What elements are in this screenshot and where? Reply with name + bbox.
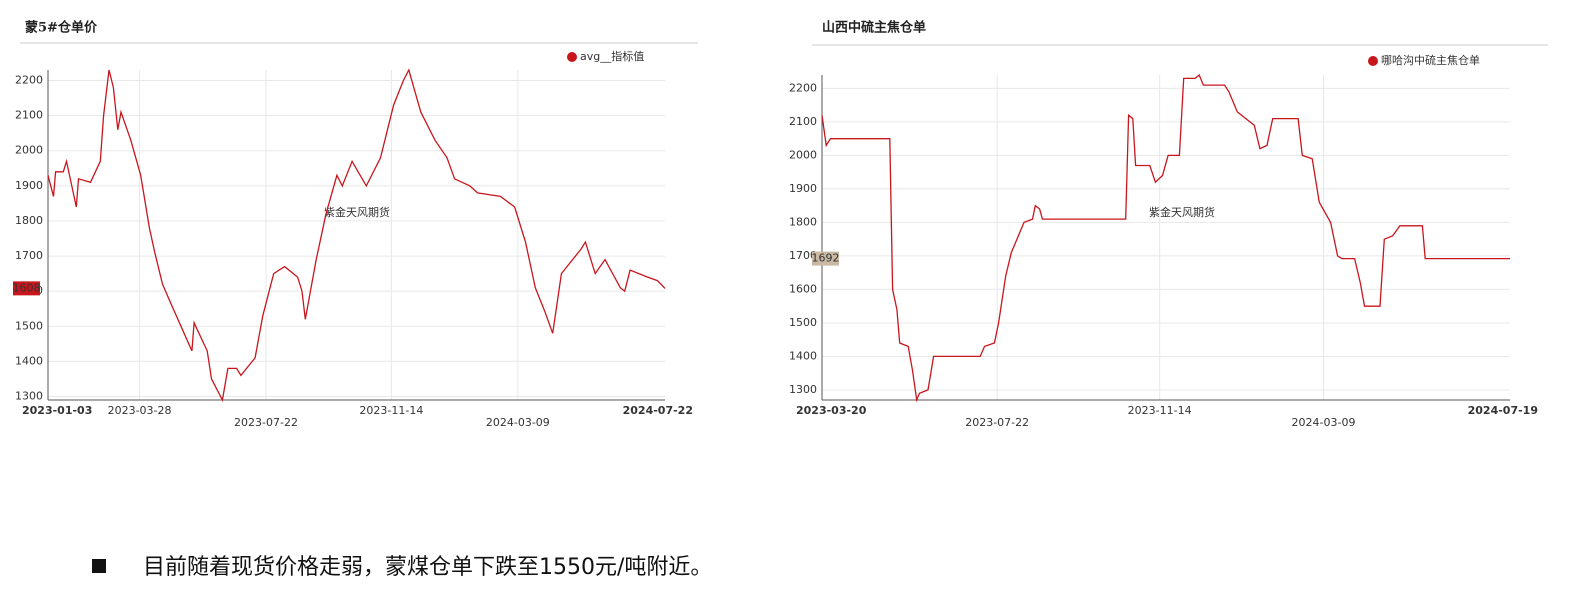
y-tick-label: 1300 <box>789 383 817 396</box>
chart-title: 山西中硫主焦仓单 <box>822 20 926 36</box>
x-tick-label: 2023-03-28 <box>108 404 172 417</box>
y-tick-label: 1500 <box>15 319 43 332</box>
y-tick-label: 2200 <box>789 81 817 94</box>
current-value-label: 1608 <box>13 281 41 294</box>
x-tick-label: 2023-03-20 <box>796 404 867 417</box>
x-tick-label: 2023-07-22 <box>965 416 1029 429</box>
legend-marker <box>567 52 577 62</box>
x-tick-label: 2024-07-19 <box>1468 404 1538 417</box>
y-tick-label: 1700 <box>15 249 43 262</box>
x-tick-label: 2024-07-22 <box>623 404 693 417</box>
x-tick-label: 2023-11-14 <box>1128 404 1192 417</box>
current-value-box <box>13 281 40 296</box>
legend-label: 哪哈沟中硫主焦仓单 <box>1381 53 1480 67</box>
bullet-text: 目前随着现货价格走弱，蒙煤仓单下跌至1550元/吨附近。 <box>143 555 712 580</box>
y-tick-label: 1600 <box>789 282 817 295</box>
current-value-box <box>812 251 839 266</box>
y-tick-label: 1900 <box>789 182 817 195</box>
current-value-label: 1692 <box>812 252 840 265</box>
bullet-square <box>92 559 106 573</box>
y-tick-label: 1900 <box>15 179 43 192</box>
x-tick-label: 2024-03-09 <box>486 416 550 429</box>
y-tick-label: 1300 <box>15 389 43 402</box>
y-tick-label: 2000 <box>15 144 43 157</box>
chart-title: 蒙5#仓单价 <box>25 20 98 36</box>
x-tick-label: 2023-01-03 <box>22 404 92 417</box>
y-tick-label: 2200 <box>15 74 43 87</box>
y-tick-label: 2100 <box>15 109 43 122</box>
y-tick-label: 1800 <box>789 215 817 228</box>
y-tick-label: 1500 <box>789 316 817 329</box>
y-tick-label: 2000 <box>789 148 817 161</box>
data-line <box>821 73 1510 403</box>
y-tick-label: 1400 <box>789 349 817 362</box>
legend-label: avg__指标值 <box>580 49 644 63</box>
legend-marker <box>1368 56 1378 66</box>
watermark: 紫金天风期货 <box>1149 205 1215 219</box>
y-tick-label: 1800 <box>15 214 43 227</box>
x-tick-label: 2024-03-09 <box>1292 416 1356 429</box>
y-tick-label: 1400 <box>15 354 43 367</box>
y-tick-label: 2100 <box>789 115 817 128</box>
x-tick-label: 2023-11-14 <box>359 404 423 417</box>
y-tick-label: 1700 <box>789 249 817 262</box>
x-tick-label: 2023-07-22 <box>234 416 298 429</box>
watermark: 紫金天风期货 <box>324 205 390 219</box>
data-line <box>47 68 666 403</box>
